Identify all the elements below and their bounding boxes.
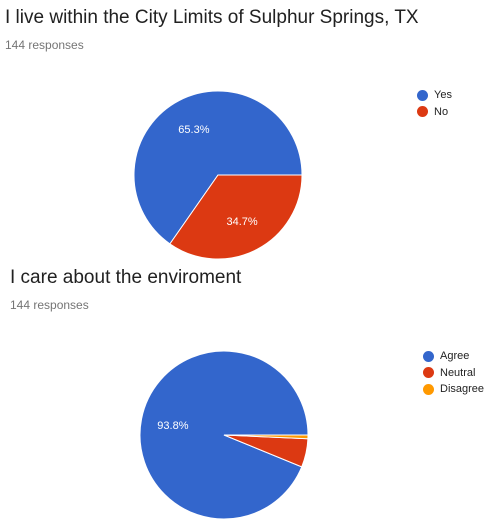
legend-label: Neutral bbox=[440, 366, 476, 379]
slice-label-no: 34.7% bbox=[226, 216, 257, 228]
pie-slice-disagree[interactable] bbox=[223, 434, 309, 440]
legend-item-agree[interactable]: Agree bbox=[423, 348, 484, 365]
legend-swatch-icon bbox=[417, 89, 428, 101]
legend-item-neutral[interactable]: Neutral bbox=[423, 365, 484, 382]
chart-legend: Yes No bbox=[417, 87, 452, 120]
slice-label-agree: 93.8% bbox=[157, 420, 188, 432]
pie-chart-environment: 93.8% bbox=[139, 350, 309, 520]
legend-label: Agree bbox=[440, 350, 470, 363]
question-card-environment: I care about the enviroment 144 response… bbox=[0, 262, 495, 528]
chart-legend: Agree Neutral Disagree bbox=[423, 348, 484, 398]
legend-swatch-icon bbox=[423, 367, 434, 379]
response-count: 144 responses bbox=[10, 298, 89, 312]
question-title: I live within the City Limits of Sulphur… bbox=[5, 7, 419, 28]
legend-item-no[interactable]: No bbox=[417, 104, 452, 121]
pie-slice-no[interactable] bbox=[169, 174, 303, 260]
legend-swatch-icon bbox=[417, 106, 428, 118]
legend-swatch-icon bbox=[423, 383, 434, 395]
legend-label: No bbox=[434, 105, 449, 118]
legend-item-disagree[interactable]: Disagree bbox=[423, 381, 484, 398]
question-card-city-limits: I live within the City Limits of Sulphur… bbox=[0, 0, 495, 262]
pie-chart-city-limits: 65.3% 34.7% bbox=[133, 90, 303, 260]
legend-label: Disagree bbox=[440, 383, 485, 396]
legend-label: Yes bbox=[434, 89, 452, 102]
slice-label-yes: 65.3% bbox=[178, 124, 209, 136]
question-title: I care about the enviroment bbox=[10, 267, 242, 288]
response-count: 144 responses bbox=[5, 38, 84, 52]
legend-item-yes[interactable]: Yes bbox=[417, 87, 452, 104]
legend-swatch-icon bbox=[423, 350, 434, 362]
pie-slice-yes[interactable] bbox=[133, 90, 303, 245]
